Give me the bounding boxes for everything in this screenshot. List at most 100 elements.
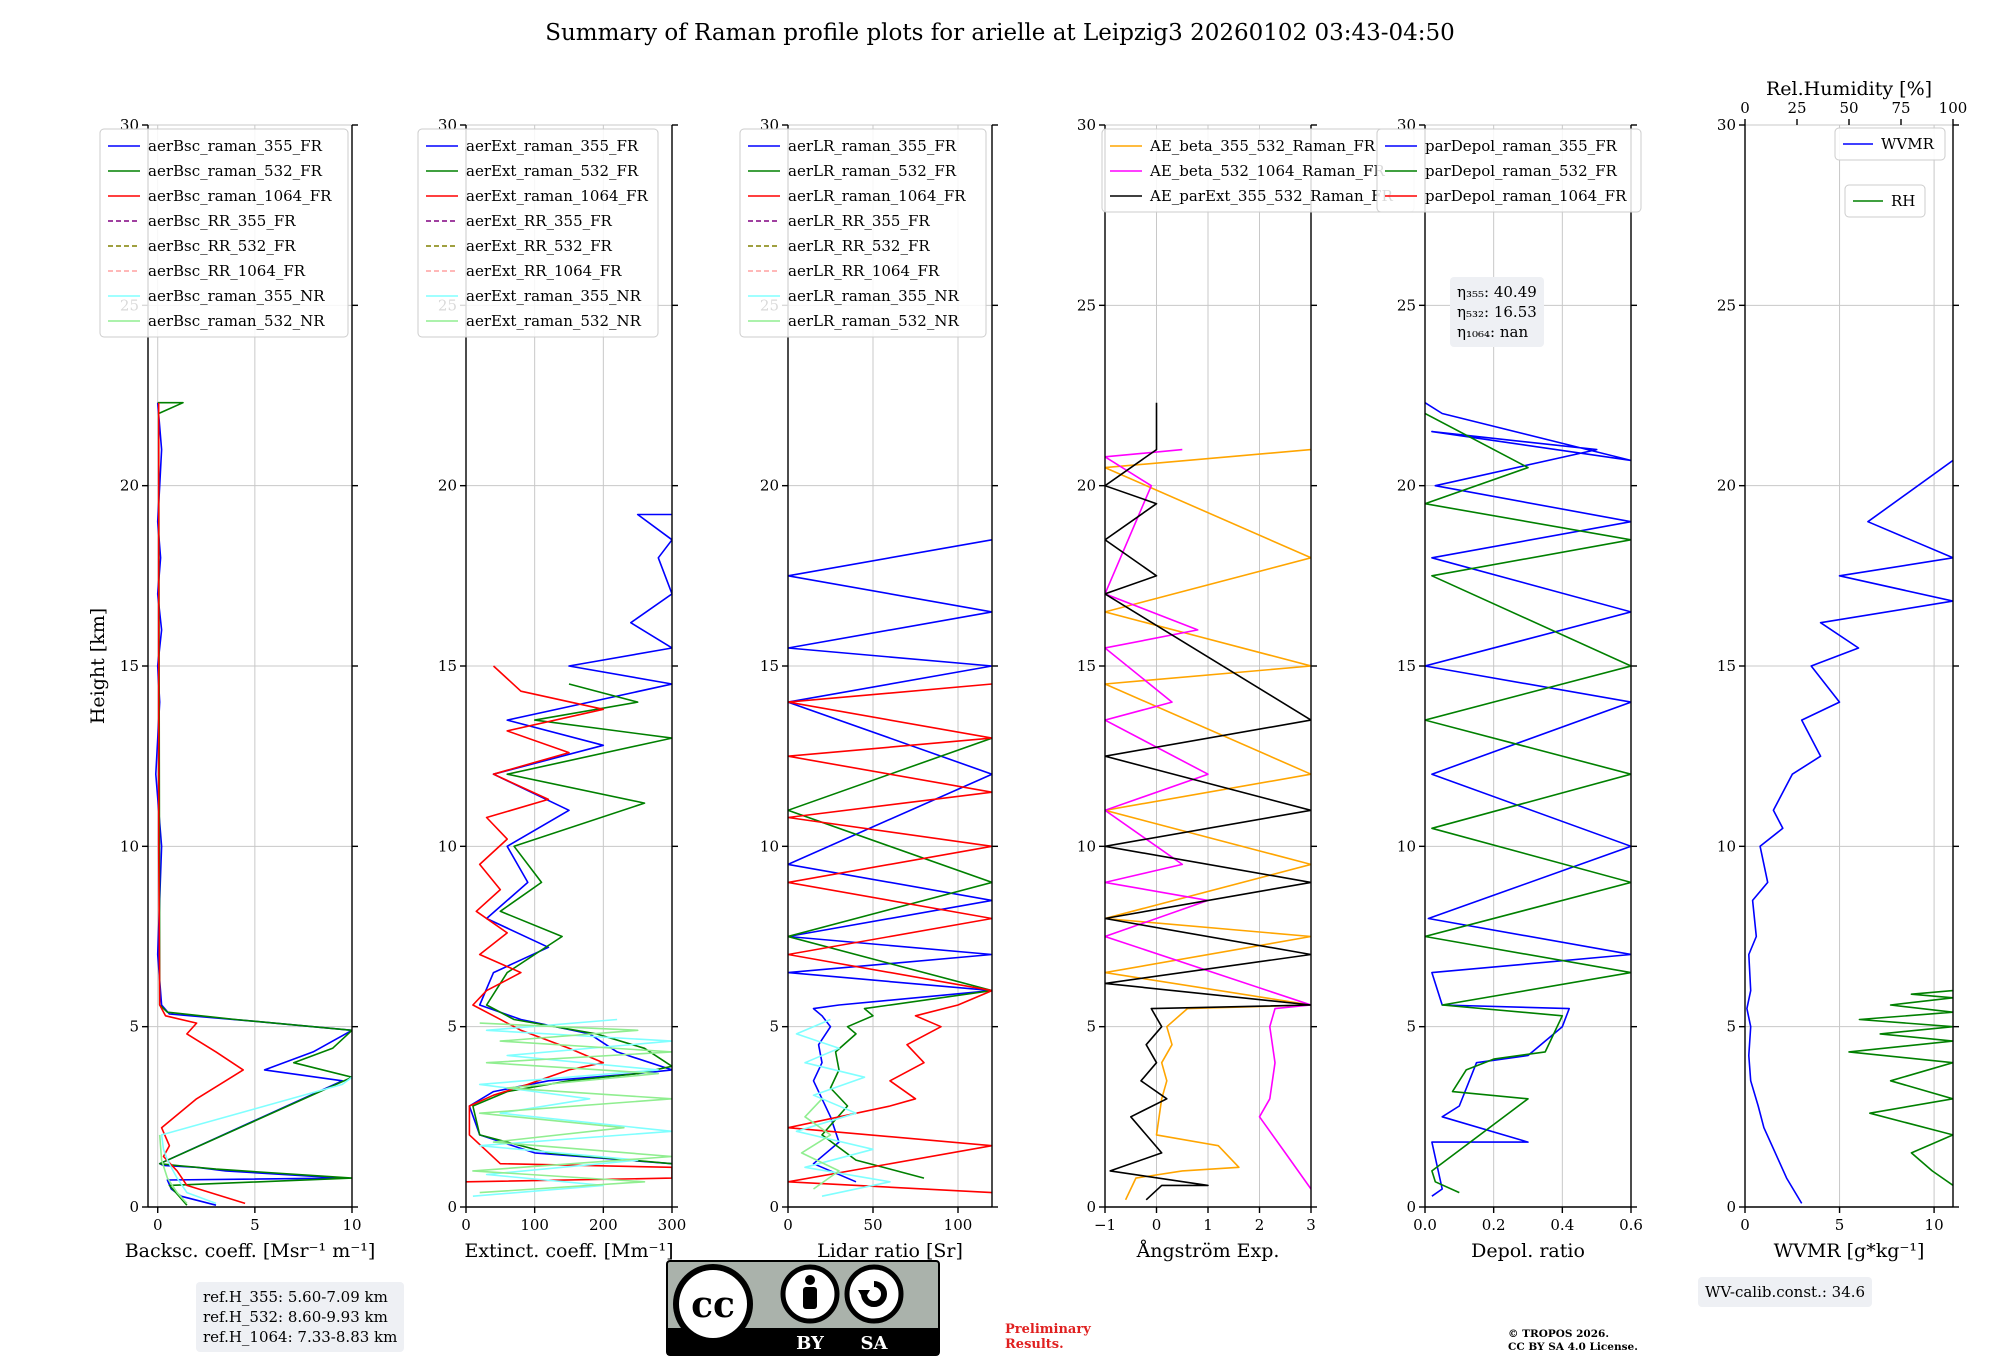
y-tick-label: 5 [1406,1018,1416,1036]
y-tick-label: 0 [1086,1198,1096,1216]
x-tick-label: 0 [461,1216,471,1234]
x-axis-label: Backsc. coeff. [Msr⁻¹ m⁻¹] [125,1240,376,1262]
legend-label: aerBsc_RR_355_FR [148,212,296,230]
sa-label: SA [861,1333,889,1354]
sa-share-icon [844,1264,904,1324]
legend-label: parDepol_raman_1064_FR [1425,187,1627,205]
x-tick-label: 0.2 [1482,1216,1506,1234]
cc-by-sa-badge: cc BY SA [666,1260,940,1356]
y-tick-label: 0 [769,1198,779,1216]
series-line-aerLR_raman_355_FR [788,539,992,1183]
x-axis-label: Extinct. coeff. [Mm⁻¹] [464,1240,673,1262]
y-tick-label: 30 [1077,116,1096,134]
wv-calibration-box: WV-calib.const.: 34.6 [1698,1277,1873,1307]
series-line-aerExt_raman_532_NR [472,1022,672,1194]
legend-label: aerBsc_raman_355_NR [148,287,325,305]
x-tick-label: 0 [153,1216,163,1234]
y-tick-label: 25 [1397,296,1416,314]
y-tick-label: 5 [1726,1018,1736,1036]
y-tick-label: 5 [1086,1018,1096,1036]
top-axis-label: Rel.Humidity [%] [1766,78,1932,100]
series-line-AE_beta_532_1064_Raman_FR [1105,448,1311,1190]
figure-title: Summary of Raman profile plots for ariel… [545,20,1455,46]
legend: aerLR_raman_355_FR aerLR_raman_532_FR aerL… [739,128,987,338]
y-tick-label: 20 [1717,477,1736,495]
legend-label: AE_beta_355_532_Raman_FR [1149,137,1376,155]
legend: parDepol_raman_355_FR parDepol_raman_532_… [1376,128,1642,213]
legend-label: aerLR_RR_355_FR [788,212,930,230]
series-line-aerBsc_raman_1064_FR [157,402,246,1205]
legend-label: AE_parExt_355_532_Raman_FR [1149,187,1394,205]
x-tick-label: 5 [1835,1216,1845,1234]
legend-label: aerLR_RR_1064_FR [788,262,940,280]
x-tick-label: 0.0 [1413,1216,1437,1234]
series-line-WVMR [1746,459,1953,1204]
legend: aerBsc_raman_355_FR aerBsc_raman_532_FRae… [99,128,349,338]
y-tick-label: 15 [438,657,457,675]
x-axis-label: Lidar ratio [Sr] [817,1240,963,1262]
series-group [155,401,352,1206]
x-tick-label: 3 [1306,1216,1316,1234]
y-tick-label: 0 [1406,1198,1416,1216]
legend-label: aerLR_raman_532_NR [788,312,959,330]
x-tick-label: 10 [1925,1216,1944,1234]
y-tick-label: 0 [1726,1198,1736,1216]
legend-box [417,128,659,338]
eta-355: η₃₅₅: 40.49 [1457,283,1537,301]
legend-label: aerBsc_RR_532_FR [148,237,296,255]
preliminary-line-2: Results. [1005,1337,1064,1352]
series-line-aerExt_raman_355_NR [472,1018,672,1197]
x-tick-label: 300 [658,1216,687,1234]
x-tick-label: 2 [1255,1216,1265,1234]
panel-bsc: 0510152025300510Backsc. coeff. [Msr⁻¹ m⁻… [87,116,375,1262]
legend-label: aerBsc_raman_532_FR [148,162,323,180]
x-tick-label: 1 [1203,1216,1213,1234]
y-tick-label: 10 [1397,837,1416,855]
y-tick-label: 20 [438,477,457,495]
y-tick-label: 20 [120,477,139,495]
y-tick-label: 15 [760,657,779,675]
eta-532: η₅₃₂: 16.53 [1457,303,1537,321]
legend-label: aerExt_raman_532_FR [466,162,639,180]
x-tick-label: 50 [863,1216,882,1234]
legend-WVMR: WVMR [1834,127,1946,161]
legend-box [99,128,349,338]
preliminary-note: Preliminary Results. [1005,1322,1091,1352]
x-axis-label: Ångström Exp. [1136,1240,1280,1262]
reference-height-box: ref.H_355: 5.60-7.09 km ref.H_532: 8.60-… [196,1282,405,1352]
preliminary-line-1: Preliminary [1005,1322,1091,1337]
y-tick-label: 10 [120,837,139,855]
y-tick-label: 10 [438,837,457,855]
x-tick-label: 0.6 [1619,1216,1643,1234]
y-axis-label: Height [km] [87,608,109,724]
legend-box [1376,128,1642,213]
legend-label: aerExt_RR_355_FR [466,212,613,230]
y-tick-label: 20 [1077,477,1096,495]
by-label: BY [796,1333,825,1354]
legend-label: aerBsc_raman_1064_FR [148,187,332,205]
series-line-aerExt_raman_1064_FR [466,665,672,1183]
series-line-AE_parExt_355_532_Raman_FR [1105,402,1311,1201]
legend-label: AE_beta_532_1064_Raman_FR [1149,162,1385,180]
x-tick-label: 200 [589,1216,618,1234]
legend-label: aerLR_raman_355_FR [788,137,957,155]
legend-box [1844,184,1926,218]
x-tick-label: 0.4 [1550,1216,1574,1234]
ref-height-355: ref.H_355: 5.60-7.09 km [203,1288,388,1306]
legend-label: aerBsc_RR_1064_FR [148,262,306,280]
legend-label: aerExt_raman_355_FR [466,137,639,155]
legend-label: aerExt_raman_532_NR [466,312,642,330]
y-tick-label: 5 [447,1018,457,1036]
legend: AE_beta_355_532_Raman_FR AE_beta_532_1064… [1101,128,1415,213]
y-tick-label: 30 [1717,116,1736,134]
legend-label: aerLR_raman_355_NR [788,287,959,305]
series-line-aerBsc_raman_355_NR [160,1076,352,1205]
y-tick-label: 0 [129,1198,139,1216]
legend-label: aerBsc_raman_355_FR [148,137,323,155]
series-line-parDepol_raman_532_FR [1425,412,1631,1194]
series-line-AE_beta_355_532_Raman_FR [1105,448,1311,1201]
x-tick-label: 100 [520,1216,549,1234]
